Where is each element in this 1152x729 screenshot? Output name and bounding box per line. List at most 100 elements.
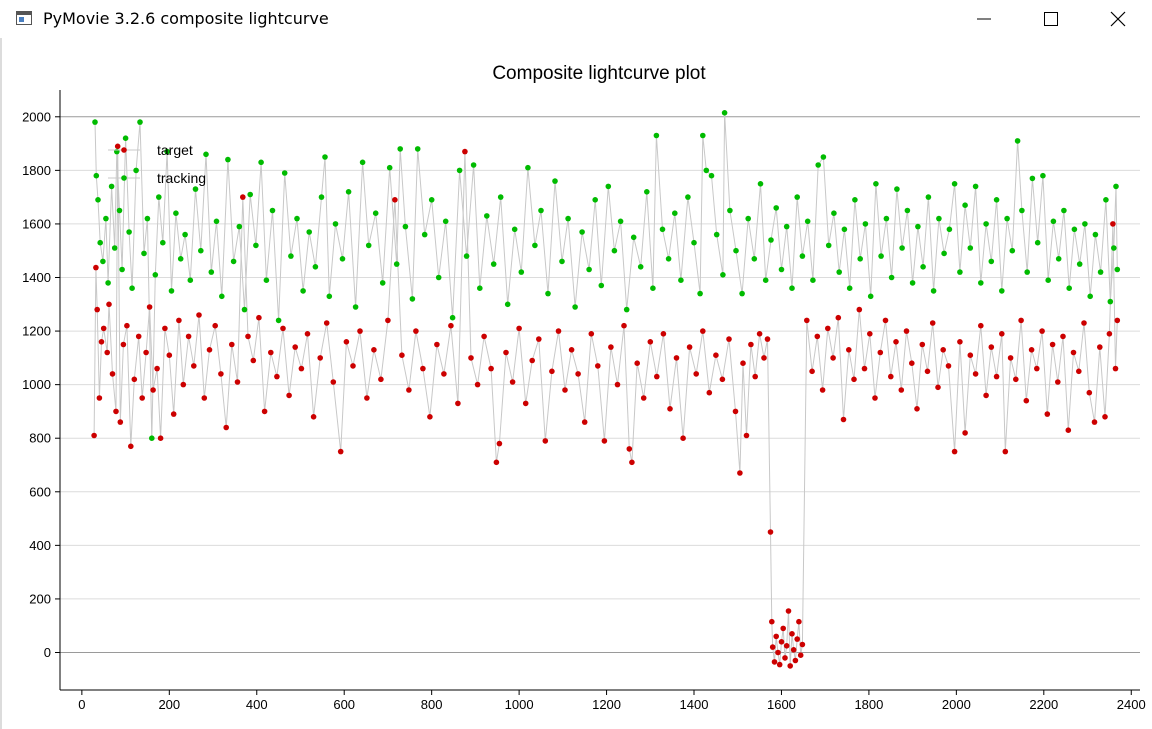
data-point-target: [967, 352, 974, 359]
data-point-target: [357, 328, 363, 334]
data-point-target: [835, 314, 842, 321]
data-point-target: [218, 371, 224, 377]
data-point-target: [898, 387, 905, 393]
data-point-target: [1114, 317, 1121, 324]
data-point-target: [951, 448, 958, 455]
x-tick-label: 200: [158, 697, 180, 712]
data-point-tracking: [504, 301, 511, 308]
data-point-tracking: [773, 205, 779, 211]
data-point-tracking: [678, 277, 684, 283]
data-point-target: [448, 322, 454, 329]
data-point-tracking: [1113, 183, 1119, 190]
data-point-tracking: [697, 290, 703, 297]
data-point-target: [581, 419, 588, 425]
data-point-tracking: [230, 258, 237, 265]
data-point-target: [323, 320, 330, 326]
data-point-tracking: [999, 288, 1005, 294]
data-point-tracking: [713, 231, 720, 238]
data-point-tracking: [421, 231, 428, 238]
data-point-tracking: [665, 256, 672, 262]
data-point-tracking: [1055, 256, 1062, 262]
data-point-target: [1102, 414, 1108, 420]
data-point-target: [493, 459, 500, 466]
data-point-target: [778, 639, 785, 645]
data-point-tracking: [630, 234, 637, 241]
data-point-target: [268, 349, 274, 356]
data-point-target: [737, 470, 743, 476]
data-point-target: [647, 339, 654, 345]
data-point-tracking: [379, 280, 386, 286]
data-point-tracking: [92, 119, 98, 125]
data-point-target: [420, 365, 426, 372]
data-point-tracking: [490, 261, 497, 267]
data-point-tracking: [1114, 266, 1121, 273]
data-point-tracking: [187, 277, 194, 283]
legend-label: target: [157, 142, 193, 158]
data-point-target: [1110, 221, 1116, 227]
data-point-tracking: [306, 229, 313, 235]
data-point-tracking: [275, 317, 282, 324]
data-point-tracking: [116, 207, 123, 214]
data-point-tracking: [141, 250, 147, 257]
data-point-tracking: [192, 186, 199, 192]
data-point-tracking: [915, 223, 921, 230]
data-point-target: [660, 331, 667, 337]
data-point-tracking: [219, 293, 225, 300]
data-point-target: [809, 368, 815, 375]
data-point-tracking: [637, 264, 644, 270]
data-point-target: [135, 333, 142, 340]
data-point-target: [522, 400, 529, 407]
data-point-tracking: [497, 194, 504, 200]
series-tracking: [92, 110, 1121, 442]
data-point-tracking: [156, 194, 162, 200]
data-point-target: [1039, 328, 1045, 334]
data-point-target: [780, 625, 786, 632]
data-point-target: [769, 618, 775, 625]
data-point-target: [654, 373, 660, 380]
data-point-target: [104, 349, 110, 356]
y-tick-label: 200: [29, 591, 51, 606]
data-point-target: [212, 322, 218, 329]
data-point-target: [516, 325, 522, 332]
data-point-target: [840, 416, 847, 423]
data-point-target: [748, 341, 754, 348]
data-point-tracking: [456, 167, 463, 174]
data-point-target: [317, 355, 324, 361]
data-point-tracking: [962, 202, 968, 208]
data-point-tracking: [810, 277, 816, 283]
data-point-tracking: [883, 215, 890, 222]
series-connector-target: [93, 146, 1118, 666]
data-point-target: [474, 381, 481, 388]
data-point-target: [146, 304, 153, 310]
data-point-tracking: [1092, 231, 1099, 238]
data-point-target: [726, 336, 732, 342]
minimize-button[interactable]: [950, 0, 1018, 38]
data-point-target: [117, 419, 124, 425]
data-point-tracking: [1004, 215, 1010, 222]
data-point-target: [223, 424, 229, 431]
data-point-target: [769, 644, 776, 650]
data-point-tracking: [685, 194, 691, 200]
data-point-tracking: [247, 191, 253, 198]
data-point-tracking: [831, 210, 837, 216]
data-point-target: [1076, 368, 1082, 375]
data-point-tracking: [946, 226, 953, 233]
data-point-tracking: [598, 282, 605, 289]
data-point-target: [250, 357, 257, 364]
maximize-button[interactable]: [1017, 0, 1085, 38]
data-point-tracking: [617, 218, 624, 225]
y-tick-label: 600: [29, 484, 51, 499]
minimize-icon: [977, 18, 991, 20]
data-point-target: [94, 306, 100, 313]
x-tick-label: 2000: [942, 697, 971, 712]
data-point-tracking: [93, 172, 100, 179]
x-tick-label: 600: [333, 697, 355, 712]
data-point-target: [740, 360, 746, 367]
data-point-target: [399, 352, 405, 359]
data-point-target: [568, 347, 575, 353]
y-tick-label: 2000: [22, 109, 51, 124]
data-point-tracking: [511, 226, 518, 233]
grid-lines: [60, 116, 1140, 653]
data-point-target: [924, 368, 931, 375]
close-button[interactable]: [1084, 0, 1152, 38]
